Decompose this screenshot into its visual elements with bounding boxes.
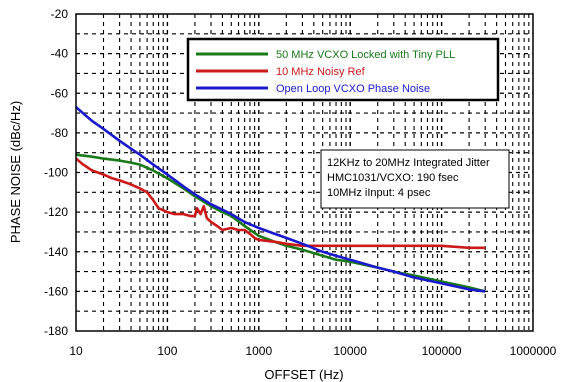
y-tick-label: -160 bbox=[44, 284, 68, 298]
series-line-3 bbox=[76, 106, 486, 293]
series-lines bbox=[76, 106, 486, 293]
x-axis-label: OFFSET (Hz) bbox=[264, 367, 343, 382]
y-tick-label: -60 bbox=[51, 86, 69, 100]
x-tick-labels: 10 100 1000 10000 100000 1000000 bbox=[69, 344, 556, 358]
y-axis-label: PHASE NOISE (dBc/Hz) bbox=[8, 101, 23, 243]
legend-label-1: 50 MHz VCXO Locked with Tiny PLL bbox=[276, 49, 455, 61]
y-tick-label: -100 bbox=[44, 166, 68, 180]
y-tick-label: -40 bbox=[51, 47, 69, 61]
x-tick-label: 100 bbox=[157, 344, 177, 358]
y-tick-label: -140 bbox=[44, 245, 68, 259]
x-tick-label: 1000000 bbox=[510, 344, 557, 358]
y-tick-label: -180 bbox=[44, 324, 68, 338]
legend-label-3: Open Loop VCXO Phase Noise bbox=[276, 83, 430, 95]
y-tick-label: -120 bbox=[44, 205, 68, 219]
jitter-annotation: 12KHz to 20MHz Integrated Jitter HMC1031… bbox=[320, 149, 510, 209]
annotation-line-1: 12KHz to 20MHz Integrated Jitter bbox=[327, 157, 490, 169]
y-tick-label: -80 bbox=[51, 126, 69, 140]
y-tick-label: -20 bbox=[51, 7, 69, 21]
x-tick-label: 10 bbox=[69, 344, 83, 358]
series-line-2 bbox=[76, 157, 486, 250]
x-tick-label: 10000 bbox=[334, 344, 368, 358]
x-tick-label: 1000 bbox=[245, 344, 272, 358]
legend-label-2: 10 MHz Noisy Ref bbox=[276, 66, 366, 78]
x-tick-label: 100000 bbox=[422, 344, 462, 358]
plot-frame bbox=[75, 13, 534, 332]
annotation-line-2: HMC1031/VCXO: 190 fsec bbox=[327, 172, 459, 184]
y-tick-labels: -20 -40 -60 -80 -100 -120 -140 -160 -180 bbox=[44, 7, 68, 338]
annotation-line-3: 10MHz iInput: 4 psec bbox=[327, 187, 431, 199]
legend: 50 MHz VCXO Locked with Tiny PLL 10 MHz N… bbox=[186, 37, 500, 102]
annotation-box bbox=[320, 149, 510, 209]
